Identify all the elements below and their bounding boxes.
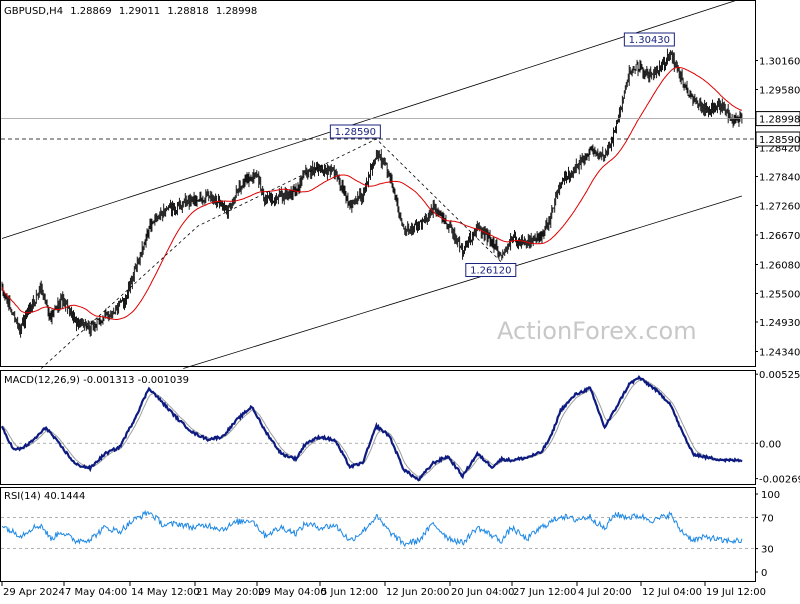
price-tick-label: 1.28420: [759, 144, 800, 155]
price-annotation: 1.26120: [465, 263, 517, 277]
ohlc-high: 1.29011: [119, 6, 160, 17]
time-tick-label: 12 Jul 04:00: [642, 587, 702, 598]
price-plot: 1.28590 1.26120 1.30430: [1, 0, 755, 369]
time-tick-label: 27 Jun 12:00: [513, 587, 577, 598]
price-header: GBPUSD,H4 1.28869 1.29011 1.28818 1.2899…: [4, 6, 257, 17]
price-tick-label: 1.27840: [759, 173, 800, 184]
price-tick-label: 1.29580: [759, 86, 800, 97]
current-price-badge: 1.28998: [755, 111, 800, 127]
price-tick-label: 1.30160: [759, 57, 800, 68]
ohlc-low: 1.28818: [167, 6, 208, 17]
rsi-tick-label: 100: [761, 490, 780, 501]
macd-panel-frame: [0, 370, 756, 485]
price-tick-label: 1.26670: [759, 231, 800, 242]
level-label: 1.28590: [759, 135, 800, 146]
rsi-title: RSI(14) 40.1444: [4, 491, 85, 502]
price-tick-label: 1.25500: [759, 290, 800, 301]
price-tick-label: 1.24930: [759, 318, 800, 329]
symbol-timeframe: GBPUSD,H4: [4, 6, 63, 17]
price-annotation: 1.28590: [329, 124, 381, 139]
time-tick-label: 29 Apr 2024: [3, 587, 65, 598]
annotation-box: [329, 124, 381, 139]
macd-tick-label: -0.00269: [759, 475, 800, 486]
time-tick-label: 29 May 04:00: [258, 587, 327, 598]
rsi-panel-frame: [0, 487, 756, 582]
time-tick-label: 21 May 20:00: [196, 587, 265, 598]
macd-plot: [0, 375, 755, 482]
macd-signal-line: [1, 379, 742, 479]
price-tick-label: 1.27260: [759, 202, 800, 213]
axis-labels: 1.30160 1.29580 1.28420 1.27840 1.27260 1.266…: [1, 57, 800, 598]
price-tick-label: 1.26080: [759, 261, 800, 272]
ohlc-close: 1.28998: [216, 6, 257, 17]
ohlc-open: 1.28869: [70, 6, 111, 17]
annotation-label: 1.30430: [629, 35, 670, 46]
rsi-plot: [1, 509, 755, 549]
annotation-box: [623, 32, 675, 47]
moving-average-line: [1, 66, 743, 321]
time-tick-label: 5 Jun 12:00: [321, 587, 378, 598]
time-tick-label: 12 Jun 20:00: [386, 587, 450, 598]
time-tick-label: 20 Jun 04:00: [451, 587, 515, 598]
rsi-tick-label: 30: [761, 545, 774, 556]
time-tick-label: 4 Jul 20:00: [578, 587, 632, 598]
level-box: [755, 131, 800, 147]
current-price-box: [755, 111, 800, 127]
time-tick-label: 19 Jul 12:00: [706, 587, 766, 598]
annotation-label: 1.28590: [335, 127, 376, 138]
macd-line: [0, 375, 743, 482]
rsi-tick-label: 70: [761, 513, 774, 524]
zigzag-line: [40, 138, 503, 369]
watermark: ActionForex.com: [497, 317, 697, 345]
annotation-label: 1.26120: [470, 266, 511, 277]
macd-title: MACD(12,26,9) -0.001313 -0.001039: [4, 375, 189, 386]
channel-lower-line: [183, 195, 743, 369]
candlestick-series: [1, 48, 743, 338]
price-annotation: 1.30430: [623, 32, 675, 47]
price-panel-frame: [0, 0, 756, 367]
rsi-line: [1, 509, 743, 548]
annotation-box: [465, 263, 517, 277]
price-tick-label: 1.24340: [759, 348, 800, 359]
level-badge: 1.28590: [755, 131, 800, 147]
macd-tick-label: 0.005257: [759, 370, 800, 381]
current-price-label: 1.28998: [759, 115, 800, 126]
time-tick-label: 7 May 04:00: [65, 587, 127, 598]
macd-tick-label: 0.00: [759, 439, 781, 450]
rsi-tick-label: 0: [761, 568, 767, 579]
time-tick-label: 14 May 12:00: [131, 587, 200, 598]
